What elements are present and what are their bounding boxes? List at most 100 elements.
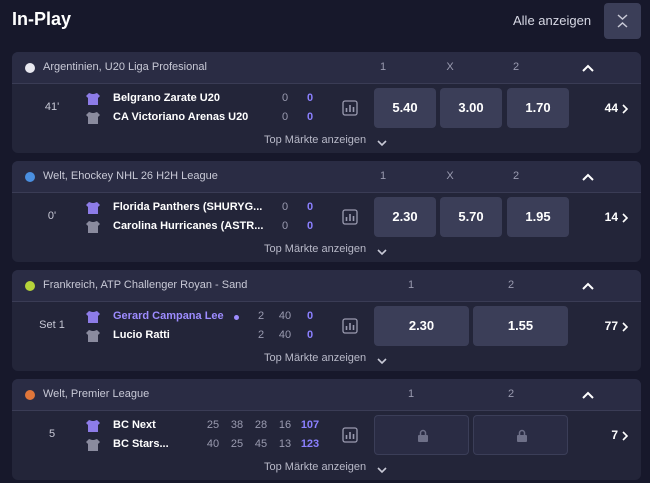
- odds-button[interactable]: 3.00: [440, 88, 502, 128]
- team-jersey: [85, 219, 101, 240]
- icon: [417, 429, 428, 442]
- more-chevron: [621, 429, 629, 447]
- odds-button: [374, 415, 469, 455]
- odds-value: 2.30: [392, 209, 418, 224]
- top-markets-toggle[interactable]: Top Märkte anzeigen: [264, 243, 394, 257]
- odds-value: 2.30: [408, 318, 435, 333]
- icon: [342, 427, 358, 443]
- icon: [86, 202, 100, 214]
- period-score: 45: [254, 438, 268, 450]
- team-jersey: [85, 437, 101, 458]
- show-all[interactable]: Alle anzeigen: [513, 13, 592, 28]
- top-markets-toggle[interactable]: Top Märkte anzeigen: [264, 134, 394, 148]
- period-score: 25: [206, 419, 220, 431]
- team-name: Gerard Campana Lee: [113, 310, 224, 322]
- more-chevron: [621, 211, 629, 229]
- more-count: 7: [611, 428, 618, 442]
- period-score: 25: [230, 438, 244, 450]
- stats-button[interactable]: [342, 318, 358, 339]
- event-card: Welt, Premier League 1 2 5 BC Next 25 38 28 16 10…: [12, 379, 641, 480]
- icon: [582, 64, 594, 72]
- period-score: 38: [230, 419, 244, 431]
- top-markets-label: Top Märkte anzeigen: [264, 243, 367, 255]
- icon: [86, 112, 100, 124]
- league-header: [12, 52, 641, 84]
- team-name: Florida Panthers (SHURYG...: [113, 201, 263, 213]
- icon: [622, 104, 629, 114]
- current-score: 0: [306, 220, 314, 232]
- odds-button[interactable]: 5.70: [440, 197, 502, 237]
- icon: [86, 330, 100, 342]
- odds-value: 3.00: [458, 100, 484, 115]
- icon: [582, 282, 594, 290]
- icon: [86, 311, 100, 323]
- top-markets-chevron: [376, 136, 388, 154]
- icon: [516, 429, 527, 442]
- team-name: Carolina Hurricanes (ASTR...: [113, 220, 264, 232]
- collapse-all-button[interactable]: [604, 3, 641, 39]
- odds-button[interactable]: 5.40: [374, 88, 436, 128]
- column-label: 1: [407, 388, 415, 400]
- icon: [342, 209, 358, 225]
- top-markets-toggle[interactable]: Top Märkte anzeigen: [264, 352, 394, 366]
- lock-icon: [516, 429, 528, 448]
- team-name: Belgrano Zarate U20: [113, 92, 220, 104]
- team-name: BC Stars...: [113, 438, 169, 450]
- odds-button[interactable]: 2.30: [374, 306, 469, 346]
- more-chevron: [621, 320, 629, 338]
- league-name: Welt, Premier League: [43, 388, 150, 400]
- league-name: Argentinien, U20 Liga Profesional: [43, 61, 207, 73]
- team-jersey: [85, 200, 101, 221]
- current-score: 0: [306, 329, 314, 341]
- icon: [582, 391, 594, 399]
- more-count: 77: [604, 319, 618, 333]
- odds-button[interactable]: 2.30: [374, 197, 436, 237]
- team-jersey: [85, 309, 101, 330]
- team-jersey: [85, 418, 101, 439]
- more-markets[interactable]: 14: [594, 209, 634, 225]
- period-score: 2: [257, 310, 265, 322]
- collapse-league[interactable]: [581, 61, 595, 79]
- top-markets-toggle[interactable]: Top Märkte anzeigen: [264, 461, 394, 475]
- league-header: [12, 270, 641, 302]
- odds-button: [473, 415, 568, 455]
- more-markets[interactable]: 77: [594, 318, 634, 334]
- column-label: 2: [507, 388, 515, 400]
- period-score: 2: [257, 329, 265, 341]
- odds-value: 1.70: [525, 100, 551, 115]
- event-card: Argentinien, U20 Liga Profesional 1 X 2 41' B…: [12, 52, 641, 153]
- more-chevron: [621, 102, 629, 120]
- odds-button[interactable]: 1.55: [473, 306, 568, 346]
- icon: [86, 93, 100, 105]
- league-name: Frankreich, ATP Challenger Royan - Sand: [43, 279, 248, 291]
- odds-button[interactable]: 1.95: [507, 197, 569, 237]
- top-markets-chevron: [376, 245, 388, 263]
- stats-button[interactable]: [342, 427, 358, 448]
- team-jersey: [85, 91, 101, 112]
- more-count: 14: [604, 210, 618, 224]
- sport-icon: [24, 388, 36, 406]
- match-time: 5: [48, 428, 56, 440]
- odds-value: 1.55: [507, 318, 534, 333]
- period-score: 0: [281, 92, 289, 104]
- stats-button[interactable]: [342, 100, 358, 121]
- icon: [622, 213, 629, 223]
- top-markets-chevron: [376, 463, 388, 481]
- collapse-league[interactable]: [581, 279, 595, 297]
- lock-icon: [417, 429, 429, 448]
- icon: [622, 322, 629, 332]
- column-label: 1: [407, 279, 415, 291]
- team-jersey: [85, 110, 101, 131]
- event-card: Frankreich, ATP Challenger Royan - Sand 1…: [12, 270, 641, 371]
- period-score: 13: [278, 438, 292, 450]
- column-label: 2: [512, 61, 520, 73]
- collapse-league[interactable]: [581, 170, 595, 188]
- period-score: 40: [278, 310, 292, 322]
- stats-button[interactable]: [342, 209, 358, 230]
- more-markets[interactable]: 44: [594, 100, 634, 116]
- odds-value: 1.95: [525, 209, 551, 224]
- more-markets[interactable]: 7: [594, 427, 634, 443]
- odds-button[interactable]: 1.70: [507, 88, 569, 128]
- icon: [377, 467, 387, 474]
- collapse-league[interactable]: [581, 388, 595, 406]
